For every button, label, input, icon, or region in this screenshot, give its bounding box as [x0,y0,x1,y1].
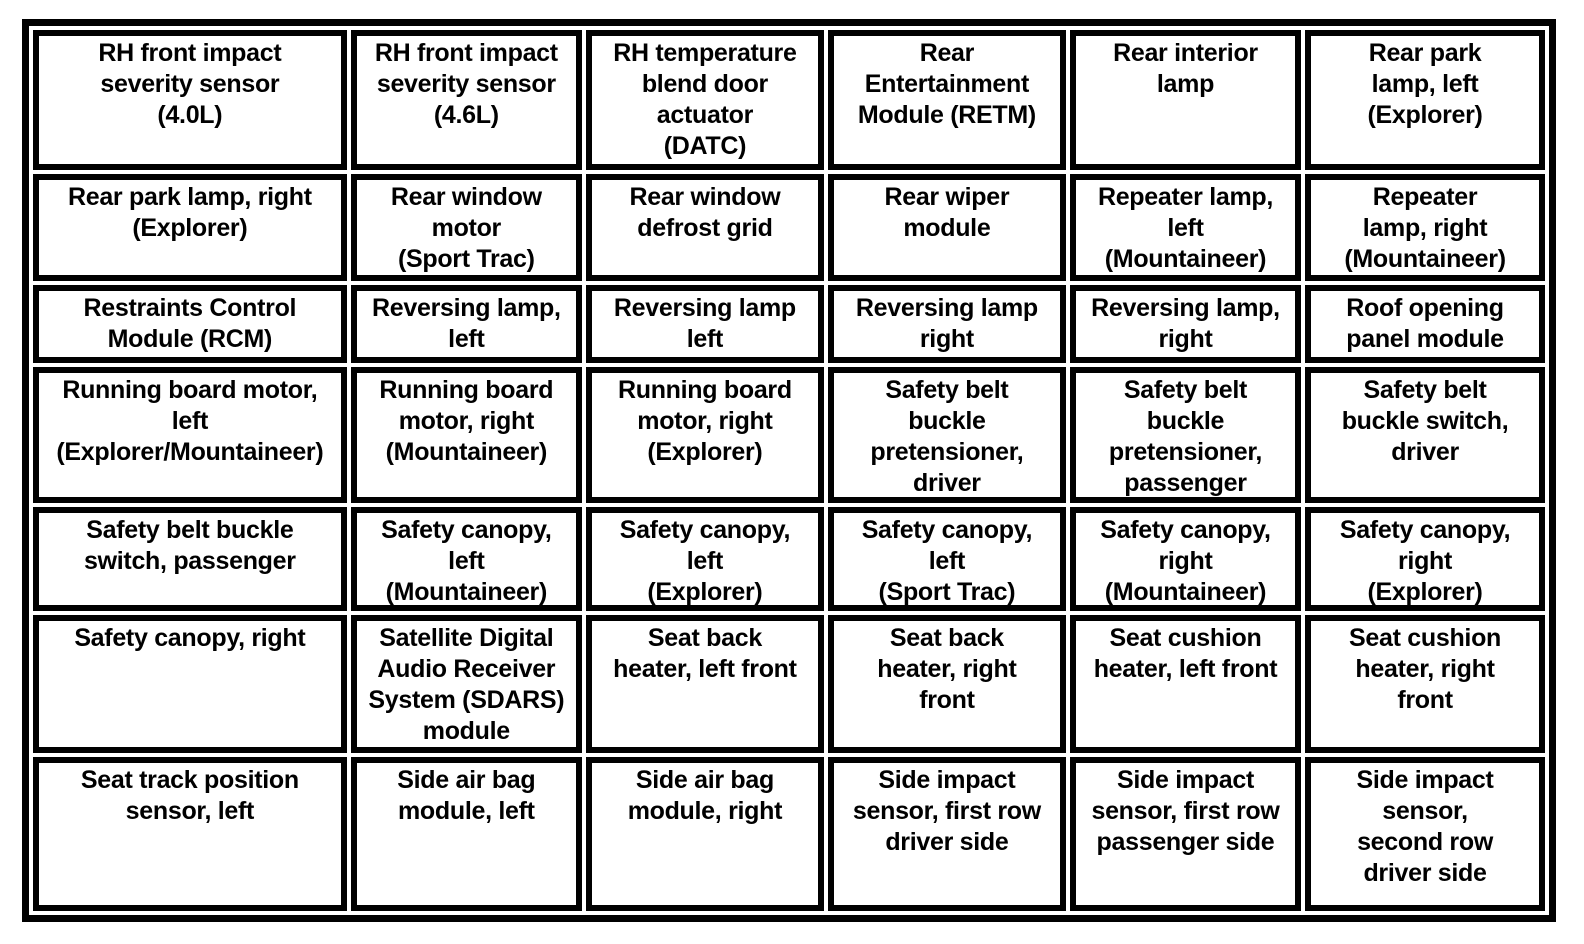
table-cell-r5c3: Safety canopy, left (Explorer) [585,506,824,611]
table-cell-r7c4: Side impact sensor, first row driver sid… [827,756,1066,911]
table-cell-r3c5: Reversing lamp, right [1069,285,1302,363]
table-cell-r3c3: Reversing lamp left [585,285,824,363]
table-cell-r6c6: Seat cushion heater, right front [1305,614,1545,753]
table-cell-r3c1: Restraints Control Module (RCM) [33,285,347,363]
table-cell-r2c3: Rear window defrost grid [585,173,824,282]
table-cell-r4c6: Safety belt buckle switch, driver [1305,366,1545,503]
table-cell-r5c2: Safety canopy, left (Mountaineer) [350,506,582,611]
table-cell-r4c3: Running board motor, right (Explorer) [585,366,824,503]
table-cell-r1c2: RH front impact severity sensor (4.6L) [350,30,582,170]
table-cell-r6c4: Seat back heater, right front [827,614,1066,753]
table-cell-r3c2: Reversing lamp, left [350,285,582,363]
table-cell-r1c4: Rear Entertainment Module (RETM) [827,30,1066,170]
table-cell-r5c6: Safety canopy, right (Explorer) [1305,506,1545,611]
table-cell-r7c5: Side impact sensor, first row passenger … [1069,756,1302,911]
table-cell-r1c1: RH front impact severity sensor (4.0L) [33,30,347,170]
table-cell-r6c1: Safety canopy, right [33,614,347,753]
table-cell-r3c4: Reversing lamp right [827,285,1066,363]
table-cell-r7c6: Side impact sensor, second row driver si… [1305,756,1545,911]
table-cell-r4c5: Safety belt buckle pretensioner, passeng… [1069,366,1302,503]
component-table: RH front impact severity sensor (4.0L) R… [22,19,1556,922]
table-cell-r7c2: Side air bag module, left [350,756,582,911]
table-cell-r1c6: Rear park lamp, left (Explorer) [1305,30,1545,170]
table-cell-r1c5: Rear interior lamp [1069,30,1302,170]
table-cell-r3c6: Roof opening panel module [1305,285,1545,363]
table-cell-r6c3: Seat back heater, left front [585,614,824,753]
table-cell-r5c5: Safety canopy, right (Mountaineer) [1069,506,1302,611]
table-cell-r5c1: Safety belt buckle switch, passenger [33,506,347,611]
table-cell-r1c3: RH temperature blend door actuator (DATC… [585,30,824,170]
table-cell-r4c4: Safety belt buckle pretensioner, driver [827,366,1066,503]
table-cell-r4c1: Running board motor, left (Explorer/Moun… [33,366,347,503]
table-cell-r2c4: Rear wiper module [827,173,1066,282]
table-cell-r2c5: Repeater lamp, left (Mountaineer) [1069,173,1302,282]
table-cell-r2c1: Rear park lamp, right (Explorer) [33,173,347,282]
table-cell-r6c2: Satellite Digital Audio Receiver System … [350,614,582,753]
table-cell-r2c6: Repeater lamp, right (Mountaineer) [1305,173,1545,282]
table-cell-r5c4: Safety canopy, left (Sport Trac) [827,506,1066,611]
table-cell-r4c2: Running board motor, right (Mountaineer) [350,366,582,503]
table-cell-r6c5: Seat cushion heater, left front [1069,614,1302,753]
component-table-grid: RH front impact severity sensor (4.0L) R… [33,30,1545,911]
table-cell-r7c1: Seat track position sensor, left [33,756,347,911]
table-cell-r7c3: Side air bag module, right [585,756,824,911]
table-cell-r2c2: Rear window motor (Sport Trac) [350,173,582,282]
